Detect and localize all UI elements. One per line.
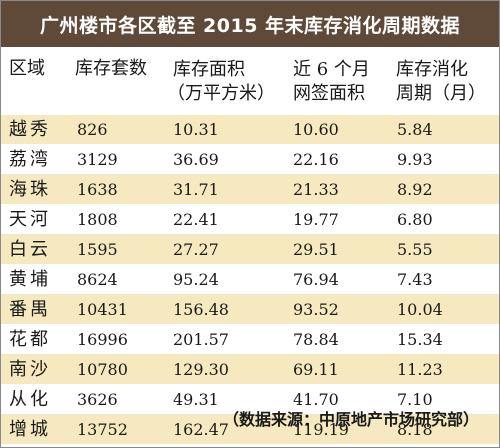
cell-signed: 78.84 xyxy=(293,330,339,349)
cell-area: 129.30 xyxy=(173,360,229,379)
cell-area: 49.31 xyxy=(173,390,219,409)
cell-district: 增城 xyxy=(9,419,51,440)
table-row: 天河 1808 22.41 19.77 6.80 xyxy=(1,205,499,235)
table-body: 越秀 826 10.31 10.60 5.84 荔湾 3129 36.69 22.16 9.93 海… xyxy=(1,115,499,445)
cell-cycle: 15.34 xyxy=(397,330,443,349)
header-cycle-line1: 库存消化 xyxy=(396,59,468,80)
header-district: 区域 xyxy=(9,51,45,113)
table-header: 区域 库存套数 库存面积 （万平方米） 近 6 个月 网签面积 库存消化 周期（… xyxy=(1,51,499,113)
table-row: 花都 16996 201.57 78.84 15.34 xyxy=(1,325,499,355)
cell-cycle: 5.55 xyxy=(397,240,433,259)
cell-units: 1638 xyxy=(77,180,118,199)
table-row: 番禺 10431 156.48 93.52 10.04 xyxy=(1,295,499,325)
cell-area: 22.41 xyxy=(173,210,219,229)
cell-cycle: 7.10 xyxy=(397,390,433,409)
table-title: 广州楼市各区截至 2015 年末库存消化周期数据 xyxy=(1,1,499,47)
cell-district: 海珠 xyxy=(9,179,51,200)
table-row: 从化 3626 49.31 41.70 7.10 xyxy=(1,385,499,415)
table-row: 越秀 826 10.31 10.60 5.84 xyxy=(1,115,499,145)
cell-district: 从化 xyxy=(9,389,51,410)
cell-area: 201.57 xyxy=(173,330,229,349)
cell-district: 番禺 xyxy=(9,299,51,320)
cell-signed: 119.19 xyxy=(293,420,349,439)
cell-signed: 21.33 xyxy=(293,180,339,199)
header-units-label: 库存套数 xyxy=(75,58,147,79)
cell-district: 黄埔 xyxy=(9,269,51,290)
cell-units: 3129 xyxy=(77,150,118,169)
header-district-label: 区域 xyxy=(9,58,45,79)
table-row: 海珠 1638 31.71 21.33 8.92 xyxy=(1,175,499,205)
cell-district: 白云 xyxy=(9,239,51,260)
cell-signed: 29.51 xyxy=(293,240,339,259)
cell-area: 162.47 xyxy=(173,420,229,439)
cell-units: 1808 xyxy=(77,210,118,229)
cell-cycle: 6.80 xyxy=(397,210,433,229)
cell-units: 826 xyxy=(77,120,108,139)
cell-signed: 76.94 xyxy=(293,270,339,289)
table-row: 南沙 10780 129.30 69.11 11.23 xyxy=(1,355,499,385)
table-row: 增城 13752 162.47 119.19 8.18 xyxy=(1,415,499,445)
cell-cycle: 8.92 xyxy=(397,180,433,199)
cell-cycle: 8.18 xyxy=(397,420,433,439)
cell-units: 13752 xyxy=(77,420,128,439)
cell-area: 36.69 xyxy=(173,150,219,169)
header-signed-line2: 网签面积 xyxy=(293,83,365,104)
cell-signed: 41.70 xyxy=(293,390,339,409)
cell-district: 天河 xyxy=(9,209,51,230)
cell-area: 156.48 xyxy=(173,300,229,319)
header-area-line1: 库存面积 xyxy=(173,59,245,80)
cell-area: 27.27 xyxy=(173,240,219,259)
cell-cycle: 9.93 xyxy=(397,150,433,169)
cell-area: 95.24 xyxy=(173,270,219,289)
cell-units: 8624 xyxy=(77,270,118,289)
cell-cycle: 7.43 xyxy=(397,270,433,289)
header-cycle-line2: 周期（月） xyxy=(396,83,486,104)
cell-signed: 22.16 xyxy=(293,150,339,169)
header-signed-line1: 近 6 个月 xyxy=(293,59,370,80)
cell-signed: 10.60 xyxy=(293,120,339,139)
table-row: 黄埔 8624 95.24 76.94 7.43 xyxy=(1,265,499,295)
table-row: 荔湾 3129 36.69 22.16 9.93 xyxy=(1,145,499,175)
source-note: （数据来源：中原地产市场研究部） xyxy=(222,410,479,429)
cell-district: 南沙 xyxy=(9,359,51,380)
cell-area: 10.31 xyxy=(173,120,219,139)
cell-units: 10431 xyxy=(77,300,128,319)
header-units: 库存套数 xyxy=(75,51,147,113)
header-area: 库存面积 （万平方米） xyxy=(167,51,275,113)
cell-district: 花都 xyxy=(9,329,51,350)
table-row: 白云 1595 27.27 29.51 5.55 xyxy=(1,235,499,265)
header-cycle: 库存消化 周期（月） xyxy=(396,51,486,113)
cell-area: 31.71 xyxy=(173,180,219,199)
header-area-line2: （万平方米） xyxy=(167,83,275,104)
cell-district: 越秀 xyxy=(9,119,51,140)
cell-units: 1595 xyxy=(77,240,118,259)
cell-cycle: 11.23 xyxy=(397,360,443,379)
cell-cycle: 5.84 xyxy=(397,120,433,139)
cell-units: 16996 xyxy=(77,330,128,349)
cell-units: 3626 xyxy=(77,390,118,409)
cell-signed: 93.52 xyxy=(293,300,339,319)
cell-units: 10780 xyxy=(77,360,128,379)
cell-cycle: 10.04 xyxy=(397,300,443,319)
header-signed: 近 6 个月 网签面积 xyxy=(293,51,370,113)
cell-signed: 69.11 xyxy=(293,360,339,379)
cell-district: 荔湾 xyxy=(9,149,51,170)
cell-signed: 19.77 xyxy=(293,210,339,229)
